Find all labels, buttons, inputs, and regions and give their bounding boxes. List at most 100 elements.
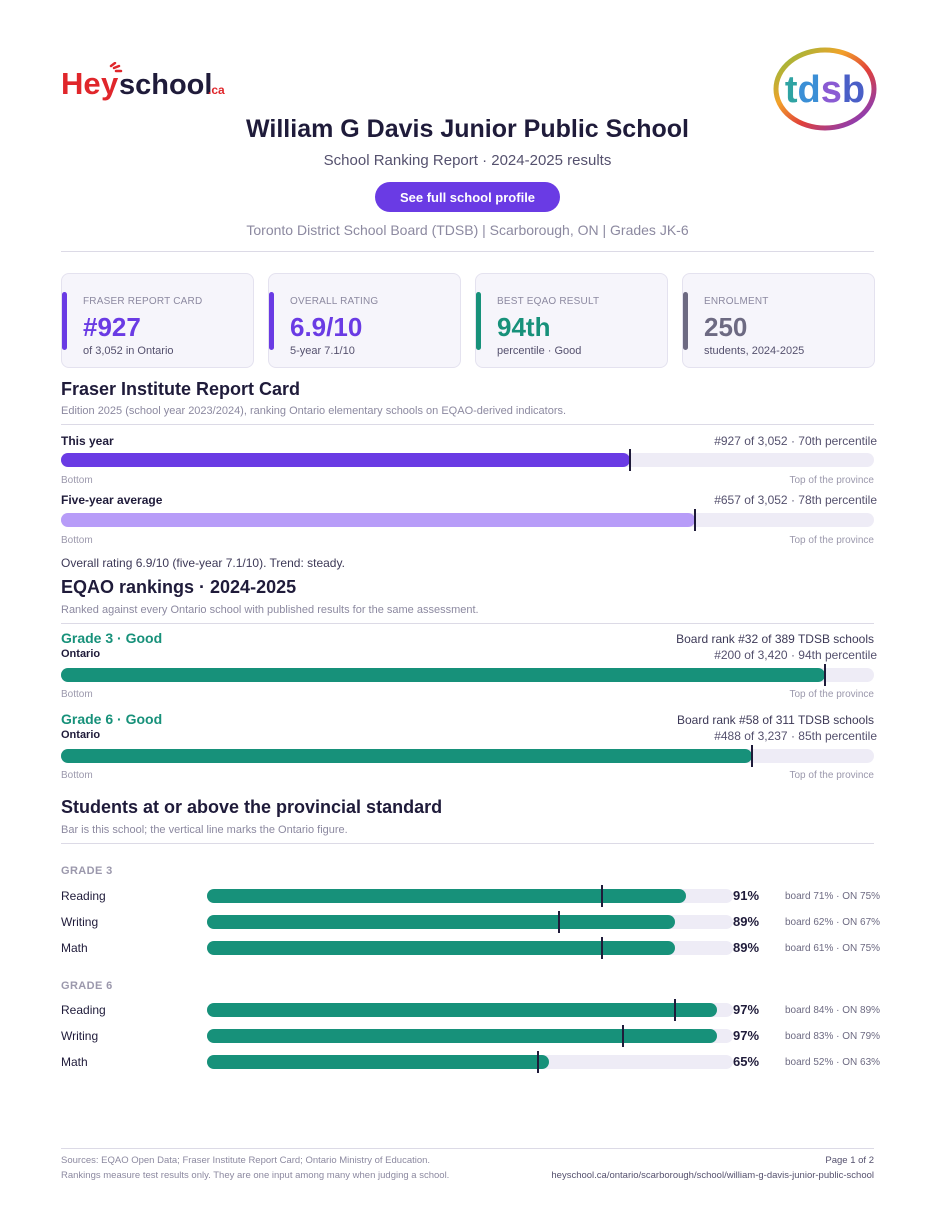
eqao-scope-label: Ontario bbox=[61, 648, 101, 660]
eqao-title: EQAO rankings · 2024-2025 bbox=[61, 577, 297, 597]
subject-bar-track bbox=[207, 1051, 733, 1073]
subject-compare: board 62% · ON 67% bbox=[785, 917, 881, 928]
card-accent bbox=[683, 292, 688, 350]
page-number: Page 1 of 2 bbox=[825, 1155, 874, 1166]
subject-percent: 91% bbox=[733, 888, 760, 903]
axis-top-label: Top of the province bbox=[789, 475, 875, 486]
eqao-grade6-track bbox=[61, 745, 874, 767]
fraser-title: Fraser Institute Report Card bbox=[61, 379, 301, 399]
disclaimer-text: Rankings measure test results only. They… bbox=[61, 1170, 450, 1181]
svg-text:school: school bbox=[119, 69, 212, 101]
fraser-this-year-track bbox=[61, 449, 874, 471]
ontario-marker bbox=[600, 937, 603, 959]
subject-bar-fill bbox=[207, 1055, 549, 1069]
axis-top-label: Top of the province bbox=[789, 689, 875, 700]
fraser-five-year-track bbox=[61, 509, 874, 531]
subject-compare: board 61% · ON 75% bbox=[785, 943, 881, 954]
card-accent bbox=[476, 292, 481, 350]
axis-top-label: Top of the province bbox=[789, 535, 875, 546]
card-sub: percentile · Good bbox=[497, 345, 582, 357]
card-label: OVERALL RATING bbox=[290, 296, 379, 307]
subject-label: Math bbox=[61, 1055, 88, 1069]
school-meta: Toronto District School Board (TDSB) | S… bbox=[246, 222, 689, 238]
subject-percent: 97% bbox=[733, 1028, 760, 1043]
subject-percent: 65% bbox=[733, 1054, 760, 1069]
fraser-row-detail: #657 of 3,052 · 78th percentile bbox=[714, 493, 877, 507]
ontario-marker bbox=[621, 1025, 624, 1047]
subject-compare: board 84% · ON 89% bbox=[785, 1005, 881, 1016]
svg-text:.ca: .ca bbox=[208, 83, 225, 97]
subject-compare: board 83% · ON 79% bbox=[785, 1031, 881, 1042]
card-enrolment: ENROLMENT 250 students, 2024-2025 bbox=[682, 273, 875, 368]
subject-label: Math bbox=[61, 941, 88, 955]
card-rating: OVERALL RATING 6.9/10 5-year 7.1/10 bbox=[268, 273, 461, 368]
axis-top-label: Top of the province bbox=[789, 770, 875, 781]
heyschool-logo: He y school .ca bbox=[61, 62, 225, 101]
standard-title: Students at or above the provincial stan… bbox=[61, 797, 443, 817]
subject-percent: 89% bbox=[733, 940, 760, 955]
tdsb-logo: tdsb bbox=[773, 47, 877, 131]
card-sub: 5-year 7.1/10 bbox=[290, 345, 355, 357]
subject-compare: board 71% · ON 75% bbox=[785, 891, 881, 902]
subject-label: Reading bbox=[61, 1003, 106, 1017]
eqao-board-rank: Board rank #32 of 389 TDSB schools bbox=[676, 632, 874, 646]
grade-group-label: GRADE 6 bbox=[61, 980, 113, 992]
eqao-grade6-marker bbox=[751, 745, 754, 767]
svg-text:tdsb: tdsb bbox=[785, 69, 865, 111]
eqao-grade6-fill bbox=[61, 749, 753, 763]
fraser-note: Edition 2025 (school year 2023/2024), ra… bbox=[61, 405, 567, 417]
axis-bottom-label: Bottom bbox=[61, 689, 93, 700]
axis-bottom-label: Bottom bbox=[61, 535, 93, 546]
eqao-detail: #488 of 3,237 · 85th percentile bbox=[714, 729, 877, 743]
eqao-grade-heading: Grade 3 · Good bbox=[61, 630, 163, 646]
report-subtitle: School Ranking Report · 2024-2025 result… bbox=[323, 152, 612, 169]
divider bbox=[61, 1148, 874, 1149]
card-value: 250 bbox=[704, 312, 748, 342]
standard-note: Bar is this school; the vertical line ma… bbox=[61, 824, 348, 836]
subject-bar-fill bbox=[207, 915, 676, 929]
footer-right: Page 1 of 2 heyschool.ca/ontario/scarbor… bbox=[551, 1153, 874, 1183]
fraser-five-year-marker bbox=[694, 509, 697, 531]
divider bbox=[61, 623, 874, 624]
subject-percent: 97% bbox=[733, 1002, 760, 1017]
eqao-board-rank: Board rank #58 of 311 TDSB schools bbox=[676, 713, 874, 727]
subject-bar-fill bbox=[207, 941, 676, 955]
card-accent bbox=[62, 292, 67, 350]
divider bbox=[61, 251, 874, 252]
ontario-marker bbox=[600, 885, 603, 907]
card-label: FRASER REPORT CARD bbox=[83, 296, 203, 307]
subject-compare: board 52% · ON 63% bbox=[785, 1057, 881, 1068]
eqao-grade3-track bbox=[61, 664, 874, 686]
ontario-marker bbox=[537, 1051, 540, 1073]
divider bbox=[61, 843, 874, 844]
svg-text:y: y bbox=[101, 66, 119, 101]
card-label: BEST EQAO RESULT bbox=[497, 296, 600, 307]
page-url[interactable]: heyschool.ca/ontario/scarborough/school/… bbox=[551, 1170, 874, 1181]
axis-bottom-label: Bottom bbox=[61, 475, 93, 486]
axis-bottom-label: Bottom bbox=[61, 770, 93, 781]
divider bbox=[61, 424, 874, 425]
card-sub: of 3,052 in Ontario bbox=[83, 345, 174, 357]
subject-bar-track bbox=[207, 1025, 733, 1047]
subject-label: Writing bbox=[61, 915, 99, 929]
see-full-profile-button[interactable]: See full school profile bbox=[375, 182, 560, 212]
card-value: #927 bbox=[83, 312, 141, 342]
ontario-marker bbox=[558, 911, 561, 933]
subject-bar-track bbox=[207, 911, 733, 933]
card-value: 94th bbox=[497, 312, 551, 342]
ontario-marker bbox=[674, 999, 677, 1021]
subject-bar-track bbox=[207, 999, 733, 1021]
subject-bar-fill bbox=[207, 889, 686, 903]
svg-text:He: He bbox=[61, 66, 101, 101]
card-value: 6.9/10 bbox=[290, 312, 363, 342]
subject-percent: 89% bbox=[733, 914, 760, 929]
fraser-this-year-fill bbox=[61, 453, 631, 467]
subject-bar-track bbox=[207, 885, 733, 907]
fraser-row-detail: #927 of 3,052 · 70th percentile bbox=[714, 434, 877, 448]
school-name: William G Davis Junior Public School bbox=[246, 115, 689, 143]
fraser-this-year-marker bbox=[629, 449, 632, 471]
sources-text: Sources: EQAO Open Data; Fraser Institut… bbox=[61, 1155, 431, 1166]
footer-sources: Sources: EQAO Open Data; Fraser Institut… bbox=[61, 1153, 449, 1183]
subject-bar-fill bbox=[207, 1029, 718, 1043]
subject-label: Writing bbox=[61, 1029, 99, 1043]
